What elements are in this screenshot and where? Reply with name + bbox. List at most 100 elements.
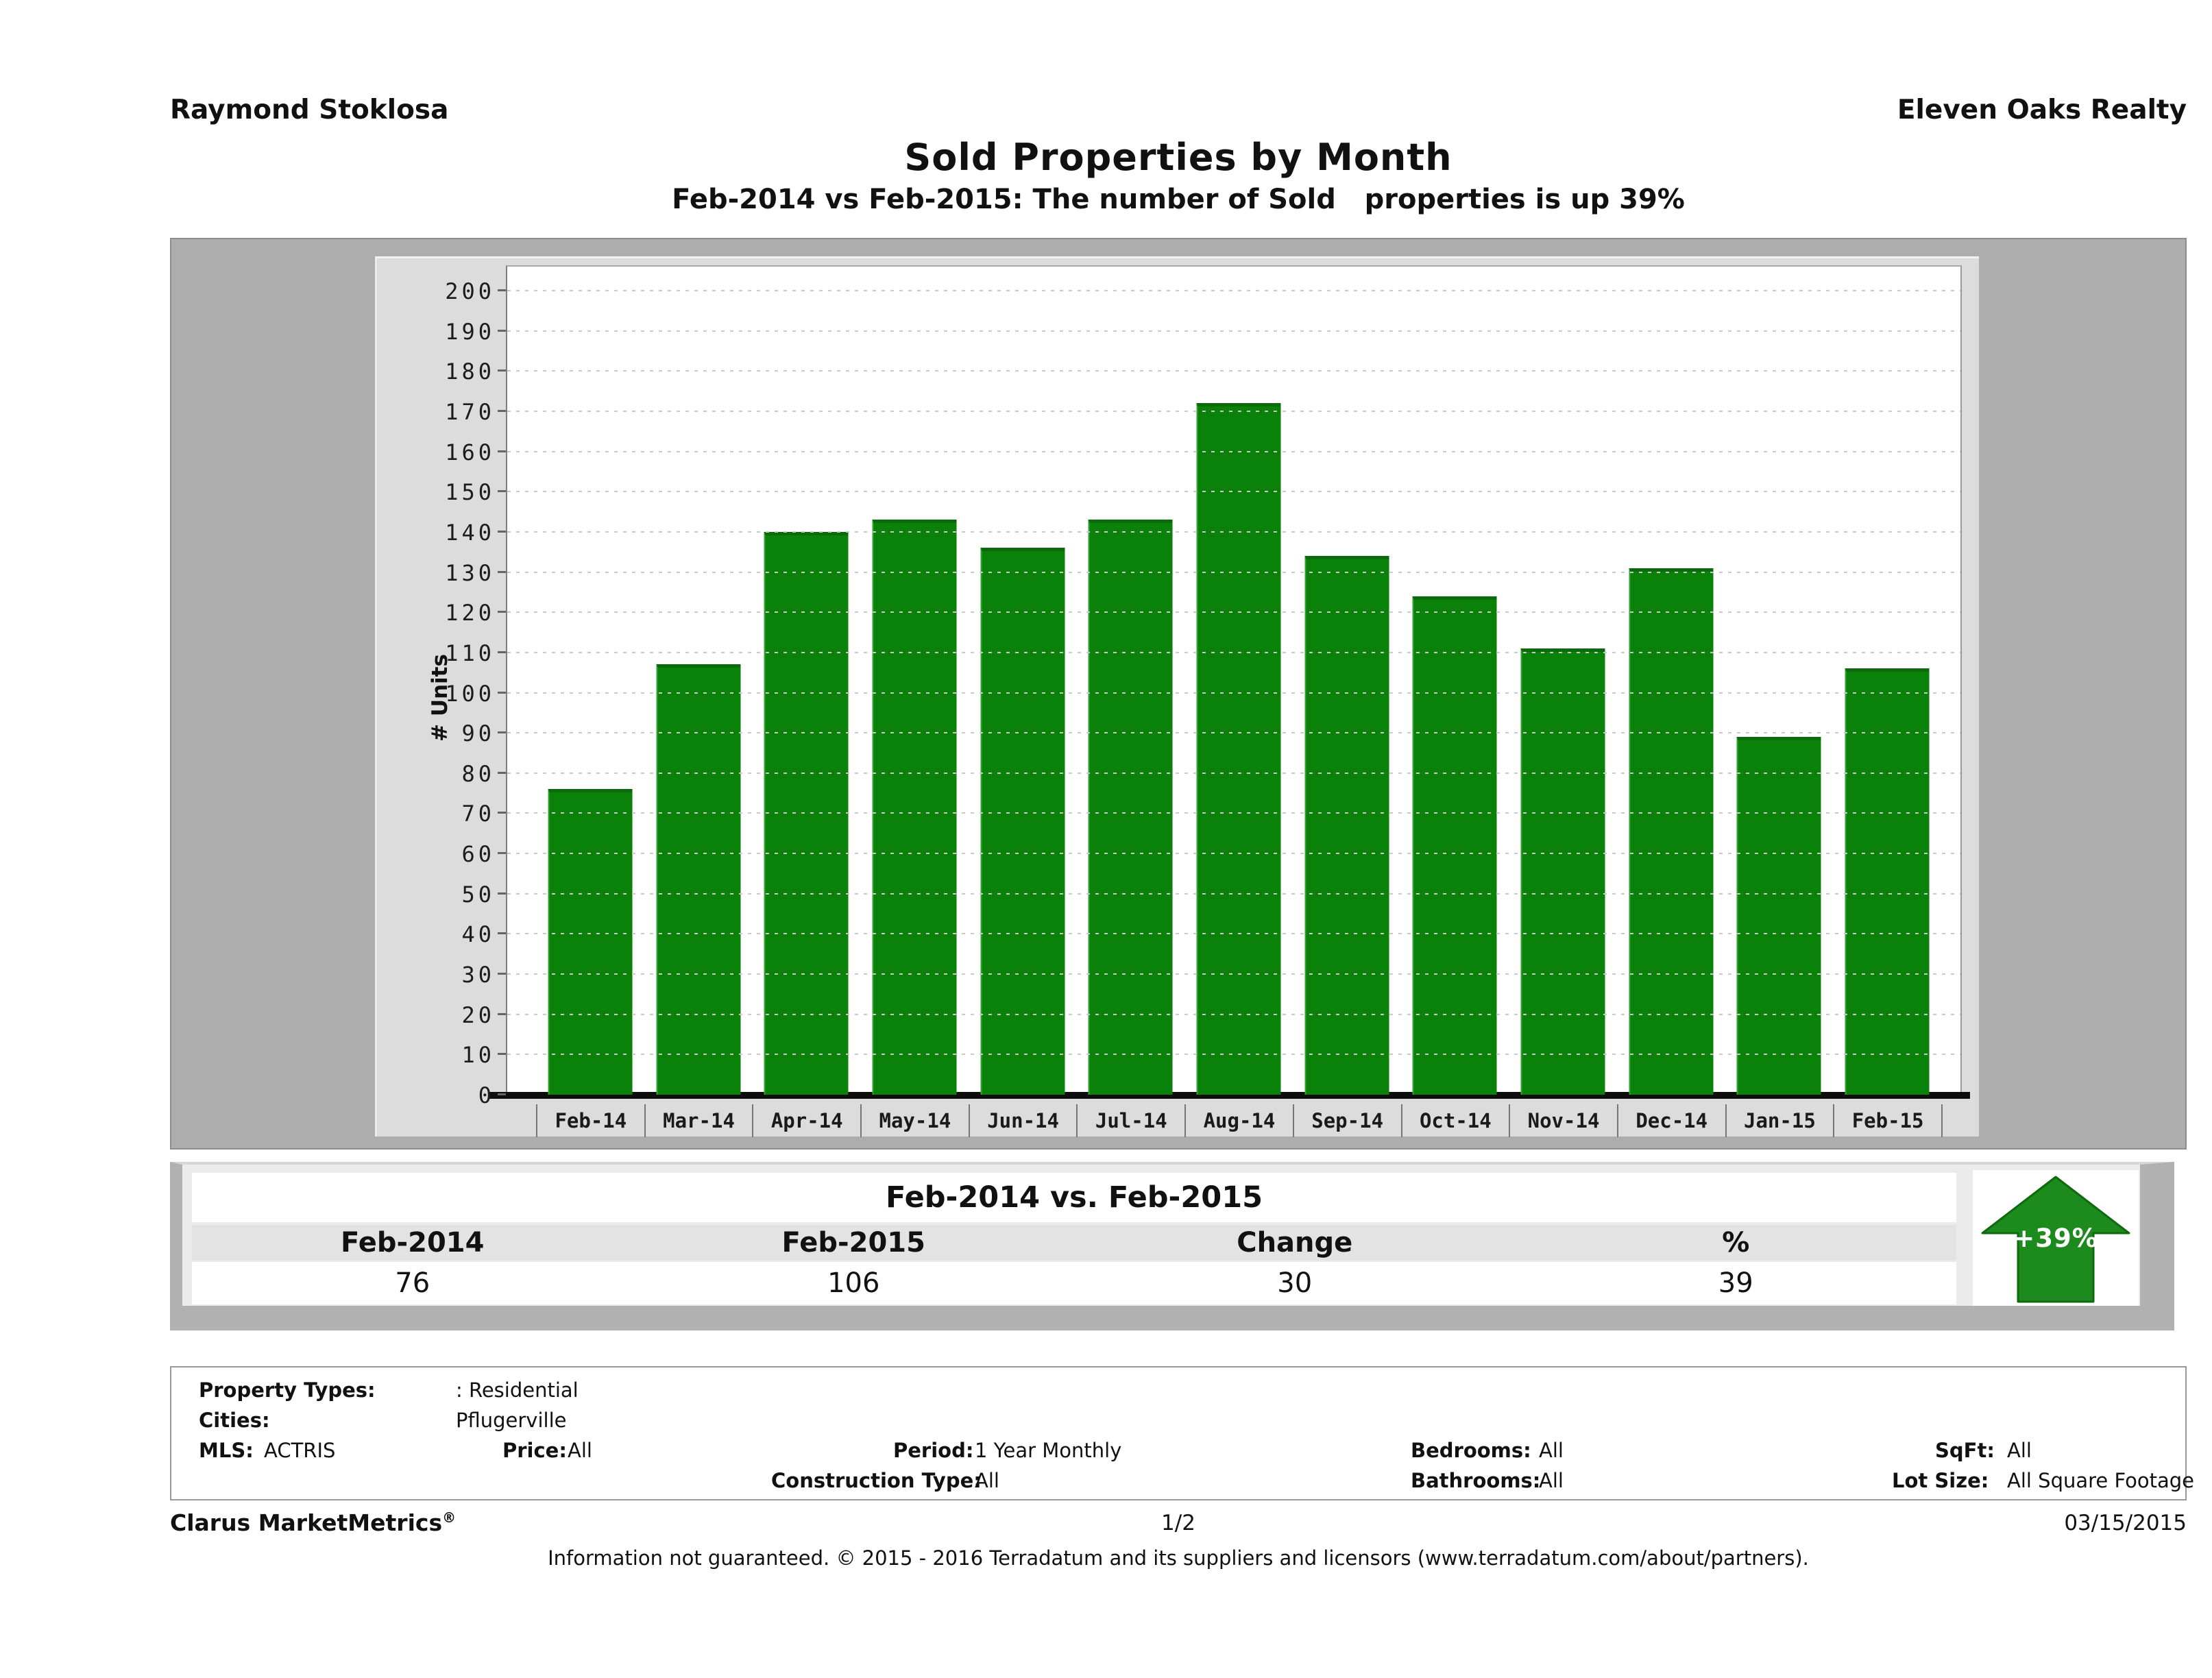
footer-date: 03/15/2015 (2064, 1511, 2187, 1535)
y-tick-label-120: 120 (445, 600, 495, 627)
bar-slot-feb-15 (1833, 267, 1941, 1095)
y-tick-label-80: 80 (461, 760, 495, 787)
period-label: Period: (893, 1439, 974, 1462)
y-tick-mark-200 (498, 289, 506, 291)
summary-value-4: 39 (1718, 1267, 1753, 1299)
bar-slot-jul-14 (1076, 267, 1184, 1095)
y-tick-label-30: 30 (461, 962, 495, 988)
y-tick-label-130: 130 (445, 559, 495, 586)
gridline-90 (507, 732, 1960, 734)
bar-sep-14 (1304, 556, 1389, 1095)
gridline-180 (507, 370, 1960, 372)
summary-value-row: 76 106 30 39 (192, 1262, 1956, 1304)
bar-jul-14 (1088, 520, 1173, 1095)
bar-slot-feb-14 (536, 267, 644, 1095)
x-tick-label-jul-14: Jul-14 (1076, 1104, 1184, 1137)
x-tick-label-jan-15: Jan-15 (1725, 1104, 1834, 1137)
summary-header-row: Feb-2014 Feb-2015 Change% (192, 1225, 1956, 1261)
y-tick-label-20: 20 (461, 1001, 495, 1028)
y-tick-label-160: 160 (445, 439, 495, 465)
x-tick-label-feb-14: Feb-14 (536, 1104, 644, 1137)
filters-box: Property Types: : Residential Cities: Pf… (170, 1366, 2194, 1500)
y-tick-mark-120 (498, 611, 506, 613)
x-tick-label-jun-14: Jun-14 (968, 1104, 1077, 1137)
gridline-20 (507, 1013, 1960, 1015)
lot-size-label: Lot Size: (1892, 1469, 1989, 1492)
footer-row: Clarus MarketMetrics® 1/2 03/15/2015 (170, 1509, 2187, 1540)
company-name: Eleven Oaks Realty (1897, 95, 2187, 125)
y-tick-label-180: 180 (445, 358, 495, 385)
y-tick-mark-180 (498, 369, 506, 372)
y-tick-label-110: 110 (445, 640, 495, 666)
bar-slot-mar-14 (644, 267, 753, 1095)
bar-jan-15 (1736, 737, 1821, 1095)
y-tick-mark-40 (498, 932, 506, 935)
bar-slot-jan-15 (1725, 267, 1834, 1095)
gridline-160 (507, 450, 1960, 452)
y-tick-label-200: 200 (445, 278, 495, 304)
y-tick-mark-160 (498, 450, 506, 452)
bar-slot-may-14 (860, 267, 969, 1095)
y-tick-mark-100 (498, 691, 506, 694)
price-label: Price: (502, 1439, 567, 1462)
price-value: All (568, 1439, 592, 1462)
y-tick-label-0: 0 (478, 1082, 495, 1108)
bar-series (536, 267, 1941, 1095)
mls-value: ACTRIS (264, 1439, 336, 1462)
bathrooms-label: Bathrooms: (1411, 1469, 1541, 1492)
sqft-value: All (2007, 1439, 2032, 1462)
bar-mar-14 (656, 664, 741, 1095)
y-tick-label-150: 150 (445, 479, 495, 506)
x-tick-label-may-14: May-14 (860, 1104, 969, 1137)
property-types-value: : Residential (456, 1378, 579, 1402)
y-tick-label-90: 90 (461, 720, 495, 747)
summary-column-header-4: % (1722, 1227, 1750, 1258)
gridline-190 (507, 330, 1960, 332)
y-tick-label-60: 60 (461, 841, 495, 868)
bar-oct-14 (1412, 596, 1497, 1095)
summary-value-1: 76 (395, 1267, 430, 1299)
summary-column-header-2: Feb-2015 (781, 1227, 925, 1258)
y-tick-mark-0 (498, 1093, 506, 1095)
bar-slot-oct-14 (1401, 267, 1509, 1095)
x-tick-label-sep-14: Sep-14 (1292, 1104, 1401, 1137)
y-tick-label-40: 40 (461, 921, 495, 948)
gridline-120 (507, 611, 1960, 613)
sqft-label: SqFt: (1935, 1439, 1995, 1462)
y-tick-mark-60 (498, 852, 506, 855)
bar-feb-14 (548, 789, 633, 1095)
report-header: Raymond Stoklosa Eleven Oaks Realty (170, 95, 2187, 130)
y-tick-label-140: 140 (445, 519, 495, 546)
y-tick-mark-110 (498, 650, 506, 653)
cities-label: Cities: (199, 1409, 270, 1432)
bar-nov-14 (1520, 648, 1605, 1095)
registered-mark: ® (442, 1509, 457, 1526)
gridline-140 (507, 531, 1960, 533)
trend-badge-label: +39% (2013, 1224, 2098, 1253)
summary-value-3: 30 (1277, 1267, 1313, 1299)
x-tick-label-apr-14: Apr-14 (752, 1104, 860, 1137)
period-value: 1 Year Monthly (975, 1439, 1122, 1462)
bar-aug-14 (1196, 403, 1281, 1095)
summary-column-header-1: Feb-2014 (341, 1227, 485, 1258)
y-tick-mark-90 (498, 731, 506, 734)
y-tick-mark-190 (498, 329, 506, 332)
y-tick-mark-50 (498, 892, 506, 895)
y-tick-mark-140 (498, 530, 506, 533)
summary-panel: Feb-2014 vs. Feb-2015 Feb-2014 Feb-2015 Ch… (170, 1162, 2174, 1330)
y-tick-mark-130 (498, 570, 506, 573)
gridline-40 (507, 933, 1960, 935)
x-axis-labels: Feb-14 Mar-14 Apr-14 May-14 Jun-14 Jul-14 Aug-… (536, 1104, 1943, 1137)
bar-dec-14 (1629, 568, 1714, 1095)
lot-size-value: All Square Footage (2007, 1469, 2195, 1492)
y-tick-mark-10 (498, 1053, 506, 1056)
bedrooms-label: Bedrooms: (1411, 1439, 1531, 1462)
gridline-170 (507, 410, 1960, 412)
gridline-30 (507, 973, 1960, 975)
gridline-130 (507, 571, 1960, 573)
bar-slot-aug-14 (1184, 267, 1293, 1095)
x-tick-label-dec-14: Dec-14 (1616, 1104, 1725, 1137)
construction-type-value: All (975, 1469, 999, 1492)
gridline-50 (507, 892, 1960, 895)
x-tick-label-oct-14: Oct-14 (1400, 1104, 1509, 1137)
